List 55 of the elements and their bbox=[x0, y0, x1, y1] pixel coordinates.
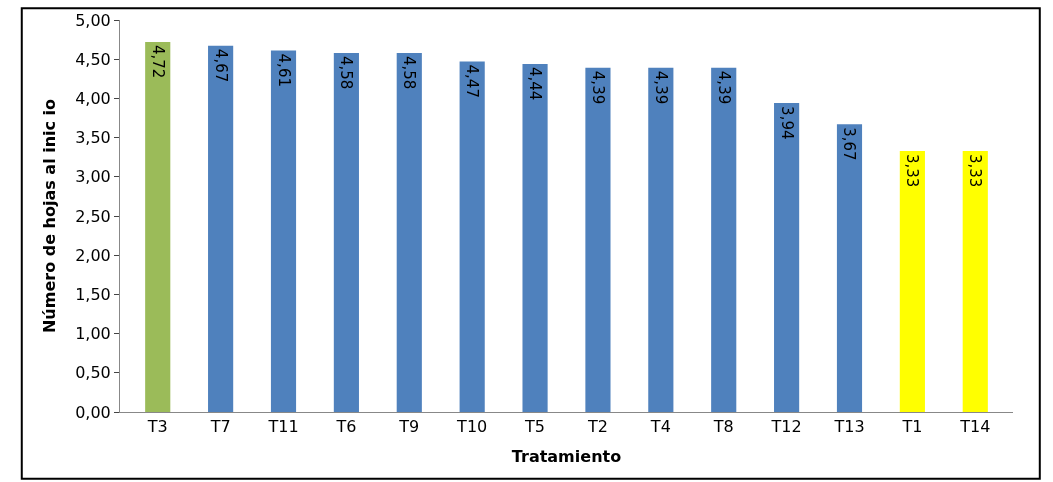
data-label: 3,33 bbox=[903, 153, 922, 188]
y-tick-label: 2,50 bbox=[75, 206, 111, 226]
bar bbox=[962, 150, 988, 412]
y-tick-label: 3,00 bbox=[75, 167, 111, 187]
y-tick-label: 3,50 bbox=[75, 128, 111, 148]
y-tick-label: 1,50 bbox=[75, 285, 111, 304]
y-axis-title: Número de hojas al inic io bbox=[40, 98, 60, 334]
bar bbox=[648, 67, 674, 412]
x-tick-label: T6 bbox=[335, 417, 357, 437]
x-tick-label: T10 bbox=[456, 417, 488, 437]
bar bbox=[459, 61, 485, 412]
x-tick-label: T13 bbox=[833, 417, 865, 437]
data-label: 4,39 bbox=[651, 70, 670, 105]
data-label: 4,39 bbox=[714, 70, 733, 105]
bar bbox=[711, 67, 737, 412]
data-label: 4,44 bbox=[526, 66, 545, 101]
data-label: 3,94 bbox=[777, 106, 796, 140]
x-tick-label: T1 bbox=[901, 417, 923, 437]
bar bbox=[899, 150, 925, 412]
bar bbox=[585, 67, 611, 412]
bar bbox=[145, 41, 171, 412]
x-tick-label: T4 bbox=[649, 417, 671, 437]
data-label: 4,39 bbox=[588, 70, 607, 105]
data-label: 4,47 bbox=[463, 64, 482, 98]
data-label: 4,72 bbox=[148, 44, 167, 79]
y-tick-label: 0,00 bbox=[75, 402, 111, 422]
y-tick-label: 0,50 bbox=[75, 363, 111, 383]
x-tick-label: T9 bbox=[398, 417, 420, 437]
bar bbox=[396, 52, 422, 412]
y-tick-label: 1,00 bbox=[75, 324, 111, 344]
x-tick-label: T11 bbox=[267, 417, 299, 437]
y-tick-label: 4,50 bbox=[75, 49, 111, 69]
bar bbox=[522, 63, 548, 412]
x-tick-label: T2 bbox=[586, 417, 608, 437]
x-tick-label: T5 bbox=[524, 417, 546, 437]
bar bbox=[774, 103, 800, 412]
x-tick-label: T14 bbox=[959, 417, 991, 437]
x-tick-label: T12 bbox=[770, 417, 802, 437]
x-tick-label: T3 bbox=[146, 417, 168, 437]
x-axis-title: Tratamiento bbox=[511, 446, 622, 466]
data-label: 3,33 bbox=[966, 153, 985, 188]
bar bbox=[333, 52, 359, 412]
data-label: 4,58 bbox=[337, 55, 356, 90]
y-tick-label: 4,00 bbox=[75, 89, 111, 108]
bar bbox=[208, 45, 234, 412]
y-tick-label: 2,00 bbox=[75, 245, 111, 265]
x-tick-label: T8 bbox=[712, 417, 734, 437]
y-tick-label: 5,00 bbox=[75, 10, 111, 30]
data-label: 3,67 bbox=[840, 127, 859, 161]
bar bbox=[836, 124, 863, 412]
data-label: 4,61 bbox=[274, 53, 293, 87]
bar bbox=[270, 50, 297, 412]
data-label: 4,67 bbox=[211, 48, 230, 83]
data-label: 4,58 bbox=[400, 55, 419, 90]
x-tick-label: T7 bbox=[209, 417, 231, 437]
